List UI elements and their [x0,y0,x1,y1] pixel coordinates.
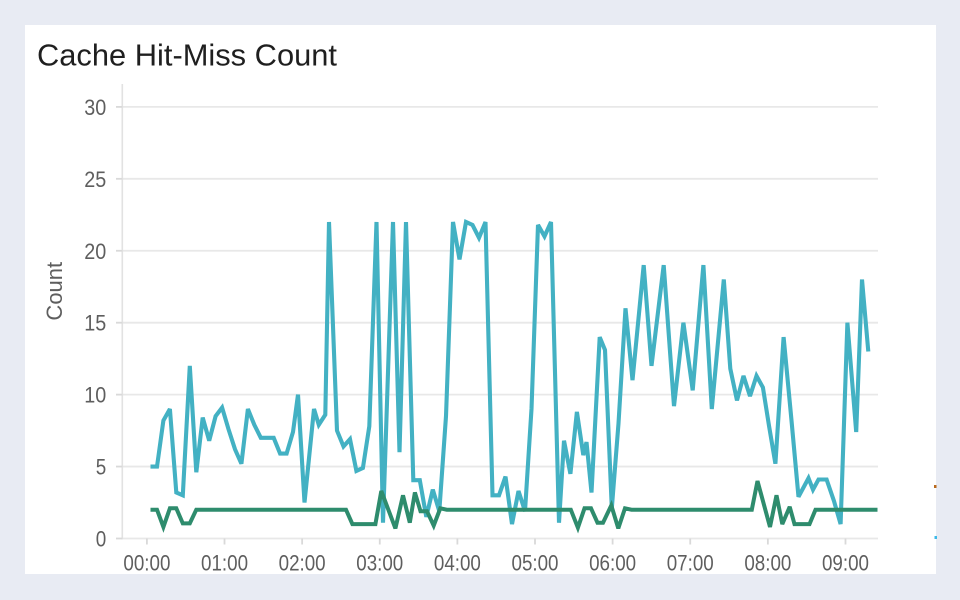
svg-text:5: 5 [96,455,107,480]
svg-text:20: 20 [84,239,106,264]
svg-text:0: 0 [96,527,107,552]
svg-text:07:00: 07:00 [667,551,714,576]
svg-text:30: 30 [84,95,106,120]
svg-text:01:00: 01:00 [201,551,248,576]
svg-text:09:00: 09:00 [822,551,869,576]
svg-text:Count: Count [42,262,67,321]
svg-text:03:00: 03:00 [356,551,403,576]
svg-text:00:00: 00:00 [123,551,170,576]
svg-text:08:00: 08:00 [744,551,791,576]
svg-text:04:00: 04:00 [434,551,481,576]
svg-text:25: 25 [84,167,106,192]
svg-text:05:00: 05:00 [512,551,559,576]
svg-text:06:00: 06:00 [589,551,636,576]
svg-text:Cache Hit-Miss Count: Cache Hit-Miss Count [37,38,337,73]
svg-text:02:00: 02:00 [279,551,326,576]
svg-text:10: 10 [84,383,106,408]
svg-text:15: 15 [84,311,106,336]
